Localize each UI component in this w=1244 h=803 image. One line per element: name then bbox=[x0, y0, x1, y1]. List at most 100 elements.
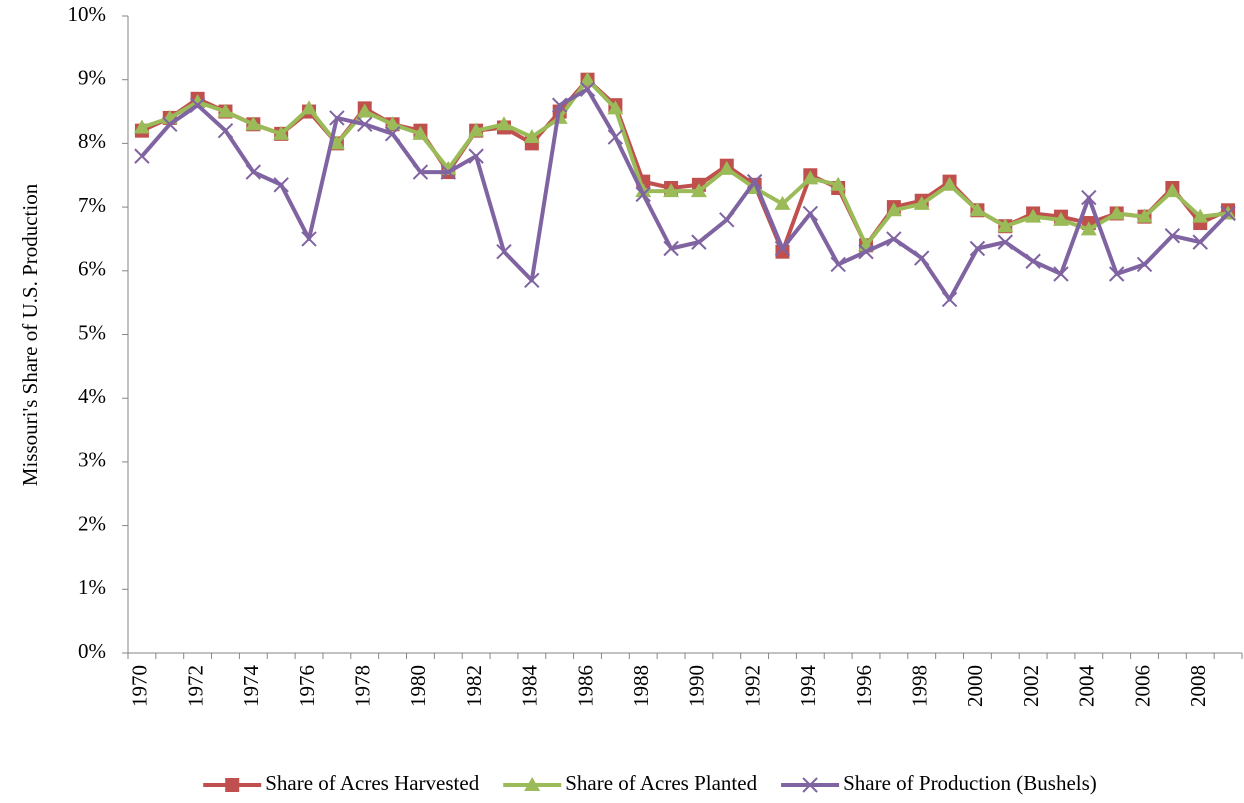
x-tick-label: 1980 bbox=[406, 665, 430, 707]
marker bbox=[133, 119, 150, 134]
marker bbox=[886, 231, 902, 247]
y-tick-label: 1% bbox=[78, 575, 106, 599]
legend-label: Share of Production (Bushels) bbox=[843, 771, 1097, 795]
y-tick-label: 7% bbox=[78, 193, 106, 217]
y-tick-label: 9% bbox=[78, 66, 106, 90]
marker bbox=[1081, 189, 1097, 206]
marker bbox=[719, 212, 735, 228]
x-tick-label: 1970 bbox=[128, 665, 152, 707]
marker bbox=[635, 186, 651, 203]
marker bbox=[1220, 205, 1236, 222]
marker bbox=[579, 71, 596, 86]
y-tick-label: 2% bbox=[78, 511, 106, 535]
marker bbox=[802, 205, 819, 222]
marker bbox=[858, 243, 874, 260]
marker bbox=[1192, 234, 1208, 250]
marker bbox=[830, 176, 847, 191]
marker bbox=[969, 240, 986, 257]
marker bbox=[134, 148, 150, 164]
y-axis-label: Missouri's Share of U.S. Production bbox=[18, 183, 42, 486]
marker bbox=[802, 170, 819, 185]
marker bbox=[440, 164, 456, 180]
x-tick-label: 1976 bbox=[295, 665, 319, 707]
marker bbox=[579, 81, 596, 97]
marker bbox=[1052, 211, 1069, 226]
y-tick-label: 0% bbox=[78, 639, 106, 663]
series-line bbox=[140, 87, 1230, 302]
x-tick-label: 2006 bbox=[1130, 665, 1154, 707]
marker bbox=[357, 116, 373, 132]
marker bbox=[941, 291, 958, 308]
marker bbox=[524, 272, 540, 289]
marker bbox=[1136, 256, 1153, 273]
x-tick-label: 1994 bbox=[796, 665, 820, 708]
marker bbox=[969, 202, 986, 217]
marker bbox=[1108, 266, 1125, 282]
marker bbox=[245, 116, 262, 131]
marker bbox=[162, 116, 178, 132]
x-tick-label: 1996 bbox=[852, 665, 876, 707]
marker bbox=[774, 240, 791, 257]
marker bbox=[524, 777, 541, 791]
marker bbox=[384, 126, 401, 142]
marker bbox=[663, 183, 680, 198]
marker bbox=[551, 97, 568, 113]
marker bbox=[384, 116, 401, 131]
marker bbox=[1080, 221, 1097, 236]
marker bbox=[607, 100, 624, 115]
x-tick-label: 2000 bbox=[963, 665, 987, 707]
x-tick-label: 1972 bbox=[183, 665, 207, 707]
x-tick-label: 2008 bbox=[1186, 665, 1210, 707]
marker bbox=[775, 244, 790, 259]
marker bbox=[468, 148, 484, 164]
marker bbox=[1192, 208, 1209, 223]
marker bbox=[997, 218, 1014, 233]
marker bbox=[802, 777, 818, 793]
x-tick-label: 1984 bbox=[518, 665, 542, 708]
marker bbox=[997, 234, 1013, 250]
marker bbox=[301, 100, 318, 115]
x-tick-label: 1990 bbox=[685, 665, 709, 707]
marker bbox=[1164, 228, 1181, 244]
marker bbox=[356, 103, 373, 118]
marker bbox=[1164, 183, 1181, 198]
marker bbox=[1053, 266, 1069, 282]
y-tick-label: 5% bbox=[78, 320, 106, 344]
marker bbox=[1025, 208, 1042, 223]
x-tick-label: 1978 bbox=[351, 665, 375, 707]
marker bbox=[329, 110, 345, 126]
marker bbox=[913, 195, 930, 210]
marker bbox=[690, 183, 707, 198]
marker bbox=[189, 97, 206, 113]
marker bbox=[328, 135, 345, 150]
marker bbox=[412, 164, 429, 180]
x-tick-label: 2004 bbox=[1075, 665, 1099, 708]
marker bbox=[663, 240, 679, 257]
marker bbox=[691, 234, 707, 250]
marker bbox=[1025, 253, 1041, 269]
x-tick-label: 1986 bbox=[573, 665, 597, 707]
marker bbox=[941, 176, 958, 191]
y-tick-label: 8% bbox=[78, 129, 106, 153]
marker bbox=[301, 231, 317, 247]
marker bbox=[245, 164, 262, 180]
marker bbox=[1108, 205, 1125, 220]
marker bbox=[412, 125, 429, 140]
marker bbox=[830, 256, 846, 273]
x-tick-label: 2002 bbox=[1019, 665, 1043, 707]
x-tick-label: 1988 bbox=[629, 665, 653, 707]
marker bbox=[225, 778, 240, 792]
marker bbox=[746, 173, 763, 190]
marker bbox=[189, 93, 206, 108]
marker bbox=[217, 103, 234, 118]
marker bbox=[468, 122, 485, 137]
marker bbox=[523, 129, 540, 144]
legend: Share of Acres Harvested Share of Acres P… bbox=[203, 771, 1097, 795]
marker bbox=[1136, 208, 1153, 223]
marker bbox=[914, 250, 930, 266]
marker bbox=[774, 195, 791, 210]
marker bbox=[273, 125, 290, 140]
marker bbox=[607, 129, 624, 145]
legend-label: Share of Acres Planted bbox=[565, 771, 757, 795]
